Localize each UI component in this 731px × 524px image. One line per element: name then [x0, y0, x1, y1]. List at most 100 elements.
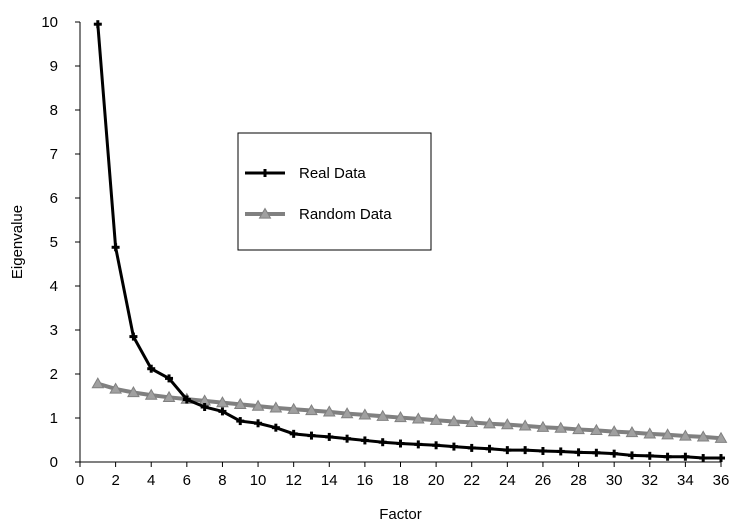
data-point [663, 452, 672, 461]
x-tick-label: 30 [606, 472, 623, 489]
legend-label: Random Data [299, 206, 392, 223]
y-tick-label: 0 [50, 454, 58, 471]
data-point [610, 449, 619, 458]
x-tick-label: 0 [76, 472, 84, 489]
x-tick-label: 8 [218, 472, 226, 489]
data-point [93, 20, 102, 29]
data-point [254, 419, 263, 428]
y-tick-label: 6 [50, 190, 58, 207]
data-point [536, 420, 550, 432]
x-tick-label: 14 [321, 472, 338, 489]
data-point [554, 421, 568, 433]
legend-marker [258, 207, 272, 219]
data-point [271, 423, 280, 432]
data-point [269, 401, 283, 413]
data-point [376, 409, 390, 421]
data-point [429, 413, 443, 425]
y-tick-label: 8 [50, 102, 58, 119]
data-point [645, 451, 654, 460]
y-tick-label: 3 [50, 322, 58, 339]
data-point [307, 431, 316, 440]
data-point [681, 452, 690, 461]
y-tick-label: 9 [50, 58, 58, 75]
x-tick-label: 16 [357, 472, 374, 489]
x-axis-title: Factor [379, 506, 422, 523]
y-tick-label: 5 [50, 234, 58, 251]
data-point [607, 425, 621, 437]
data-point [91, 377, 105, 389]
data-point [289, 429, 298, 438]
y-tick-label: 1 [50, 410, 58, 427]
data-point [109, 382, 122, 394]
y-tick-label: 10 [41, 14, 58, 31]
data-point [216, 396, 229, 408]
data-point [447, 415, 461, 427]
data-point [111, 243, 120, 252]
x-tick-label: 34 [677, 472, 694, 489]
series-real-data [93, 20, 725, 463]
data-point [521, 446, 530, 455]
legend-box [237, 132, 432, 251]
x-tick-label: 28 [570, 472, 587, 489]
data-point [500, 418, 514, 430]
data-point [340, 407, 354, 419]
data-point [127, 385, 140, 398]
x-tick-label: 10 [250, 472, 267, 489]
data-point [717, 454, 725, 463]
x-tick-label: 26 [535, 472, 552, 489]
data-point [574, 448, 583, 457]
data-point [518, 419, 532, 431]
data-point [378, 438, 387, 447]
data-point [643, 427, 657, 439]
data-point [556, 447, 565, 456]
series-random-data [91, 377, 728, 443]
data-point [572, 422, 585, 435]
data-point [661, 428, 674, 440]
legend: Real Data Random Data [237, 132, 432, 251]
data-point [503, 446, 512, 455]
x-tick-label: 36 [713, 472, 730, 489]
data-point [411, 412, 425, 424]
data-point [236, 417, 245, 426]
data-point [325, 432, 334, 441]
x-tick-label: 4 [147, 472, 155, 489]
x-tick-label: 20 [428, 472, 445, 489]
data-point [589, 423, 603, 435]
data-point [396, 439, 405, 448]
data-point [699, 454, 708, 463]
x-ticks: 0 2 4 6 8 10 12 14 16 18 20 22 24 26 28 30 32 34 36 [76, 462, 730, 489]
x-tick-label: 2 [111, 472, 119, 489]
y-ticks: 0 1 2 3 4 5 6 7 8 9 10 [41, 14, 80, 471]
x-tick-label: 32 [641, 472, 658, 489]
data-point [233, 397, 247, 409]
data-point [696, 430, 710, 442]
x-tick-label: 18 [392, 472, 409, 489]
data-point [251, 399, 265, 411]
data-point [305, 404, 318, 416]
data-point [358, 408, 372, 420]
data-point [627, 451, 636, 460]
data-point [129, 332, 138, 341]
data-point [182, 395, 191, 404]
data-point [360, 436, 369, 445]
legend-item-random-data: Random Data [245, 206, 392, 223]
data-point [714, 431, 728, 443]
x-tick-label: 22 [463, 472, 480, 489]
y-tick-label: 7 [50, 146, 58, 163]
data-point [467, 443, 476, 452]
data-point [414, 440, 423, 449]
data-point [200, 403, 209, 411]
y-axis-title: Eigenvalue [9, 205, 26, 279]
data-point [162, 390, 176, 402]
series-line-random-data [97, 381, 722, 441]
data-point [679, 429, 692, 441]
data-point [592, 448, 601, 457]
x-tick-label: 24 [499, 472, 516, 489]
data-point [483, 417, 496, 429]
data-point [147, 364, 156, 373]
legend-label: Real Data [299, 165, 366, 182]
legend-item-real-data: Real Data [245, 165, 366, 182]
data-point [465, 415, 479, 428]
legend-marker [261, 169, 269, 177]
